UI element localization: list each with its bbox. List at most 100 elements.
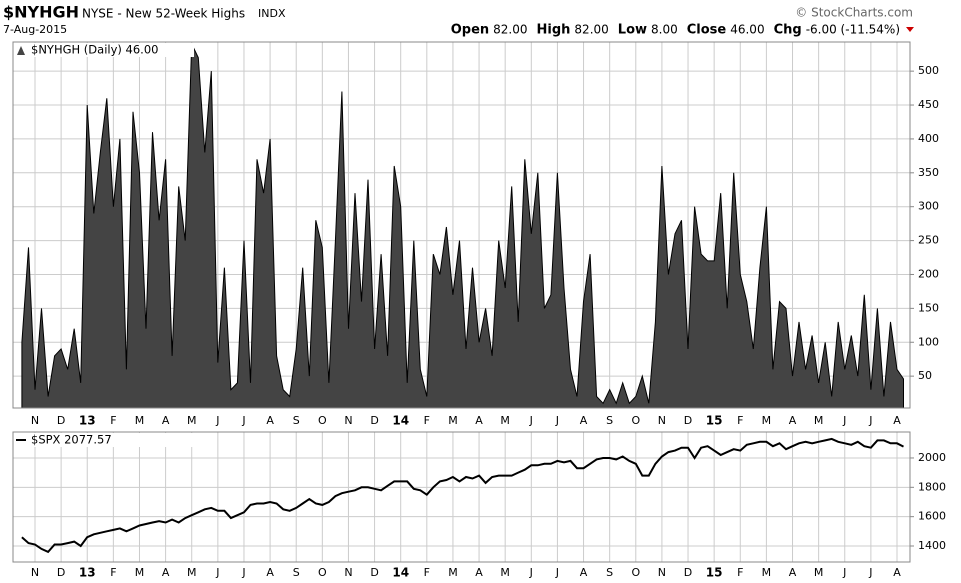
x-tick-label: M bbox=[500, 414, 510, 427]
x-tick-label: J bbox=[529, 414, 533, 427]
quote-value: -6.00 (-11.54%) bbox=[806, 23, 900, 37]
legend-swatch bbox=[17, 46, 25, 55]
x-tick-label: A bbox=[789, 566, 797, 579]
legend-entry: $NYHGH (Daily) 46.00 bbox=[31, 43, 158, 57]
y-tick-label: 1800 bbox=[918, 480, 946, 493]
x-tick-label: A bbox=[475, 414, 483, 427]
y-tick-label: 1600 bbox=[918, 510, 946, 523]
quote-value: 46.00 bbox=[730, 23, 764, 37]
quote-label: Close bbox=[687, 23, 727, 38]
area bbox=[21, 43, 904, 409]
y-tick-label: 350 bbox=[918, 166, 939, 179]
quote-value: 8.00 bbox=[651, 23, 678, 37]
y-tick-label: 200 bbox=[918, 267, 939, 280]
x-tick-label: N bbox=[658, 414, 666, 427]
date: 7-Aug-2015 bbox=[3, 23, 67, 36]
quote-value: 82.00 bbox=[493, 23, 527, 37]
x-tick-label: M bbox=[135, 566, 145, 579]
x-tick-label: M bbox=[762, 566, 772, 579]
x-tick-label: O bbox=[318, 414, 327, 427]
x-tick-label: M bbox=[762, 414, 772, 427]
x-tick-label: M bbox=[187, 566, 197, 579]
x-tick-label: S bbox=[293, 414, 300, 427]
x-tick-label: N bbox=[31, 414, 39, 427]
x-tick-label: 13 bbox=[79, 414, 96, 428]
x-tick-label: D bbox=[57, 414, 65, 427]
legend-entry: $SPX 2077.57 bbox=[31, 433, 112, 447]
x-tick-label: M bbox=[814, 566, 824, 579]
x-tick-label: A bbox=[789, 414, 797, 427]
x-tick-label: J bbox=[241, 414, 245, 427]
x-tick-label: M bbox=[448, 566, 458, 579]
y-tick-label: 1400 bbox=[918, 539, 946, 552]
x-tick-label: N bbox=[31, 566, 39, 579]
x-tick-label: D bbox=[684, 414, 692, 427]
y-tick-label: 500 bbox=[918, 64, 939, 77]
x-tick-label: D bbox=[57, 566, 65, 579]
symbol: $NYHGH bbox=[3, 3, 79, 22]
x-tick-label: A bbox=[893, 414, 901, 427]
x-tick-label: A bbox=[475, 566, 483, 579]
watermark: © StockCharts.com bbox=[795, 6, 913, 20]
x-tick-label: J bbox=[842, 414, 846, 427]
quote-label: Low bbox=[618, 23, 647, 38]
x-tick-label: J bbox=[868, 566, 872, 579]
x-tick-label: J bbox=[868, 414, 872, 427]
x-tick-label: D bbox=[370, 414, 378, 427]
x-tick-label: O bbox=[318, 566, 327, 579]
exchange: INDX bbox=[258, 7, 286, 20]
y-tick-label: 150 bbox=[918, 301, 939, 314]
y-tick-label: 400 bbox=[918, 132, 939, 145]
y-tick-label: 450 bbox=[918, 98, 939, 111]
quote-label: Chg bbox=[774, 23, 802, 38]
y-tick-label: 250 bbox=[918, 234, 939, 247]
x-tick-label: D bbox=[370, 566, 378, 579]
x-tick-label: J bbox=[555, 414, 559, 427]
x-tick-label: A bbox=[266, 414, 274, 427]
y-tick-label: 300 bbox=[918, 200, 939, 213]
x-tick-label: S bbox=[606, 414, 613, 427]
quote-value: 82.00 bbox=[574, 23, 608, 37]
quote-label: High bbox=[537, 23, 571, 38]
panel-frame bbox=[12, 431, 911, 563]
down-arrow bbox=[906, 27, 914, 32]
x-tick-label: 15 bbox=[706, 414, 723, 428]
x-tick-label: 14 bbox=[392, 566, 409, 580]
x-tick-label: M bbox=[814, 414, 824, 427]
quote: Open 82.00 High 82.00 Low 8.00 Close 46.00 Chg -6… bbox=[451, 23, 900, 38]
x-tick-label: A bbox=[580, 414, 588, 427]
x-tick-label: F bbox=[737, 566, 743, 579]
x-tick-label: F bbox=[424, 414, 430, 427]
x-tick-label: J bbox=[215, 566, 219, 579]
x-tick-label: 14 bbox=[392, 414, 409, 428]
x-tick-label: D bbox=[684, 566, 692, 579]
name: NYSE - New 52-Week Highs bbox=[82, 7, 245, 21]
x-tick-label: S bbox=[606, 566, 613, 579]
x-tick-label: M bbox=[448, 414, 458, 427]
legend-bg bbox=[14, 43, 194, 57]
x-tick-label: 13 bbox=[79, 566, 96, 580]
x-tick-label: N bbox=[658, 566, 666, 579]
x-tick-label: A bbox=[266, 566, 274, 579]
x-tick-label: O bbox=[631, 414, 640, 427]
x-tick-label: O bbox=[631, 566, 640, 579]
x-tick-label: F bbox=[110, 414, 116, 427]
x-tick-label: J bbox=[241, 566, 245, 579]
panel-frame bbox=[12, 41, 911, 409]
x-tick-label: F bbox=[737, 414, 743, 427]
x-tick-label: M bbox=[135, 414, 145, 427]
y-tick-label: 50 bbox=[918, 369, 932, 382]
x-tick-label: F bbox=[110, 566, 116, 579]
quote-label: Open bbox=[451, 23, 489, 38]
x-tick-label: A bbox=[893, 566, 901, 579]
x-tick-label: J bbox=[215, 414, 219, 427]
x-tick-label: S bbox=[293, 566, 300, 579]
x-tick-label: A bbox=[162, 566, 170, 579]
y-tick-label: 2000 bbox=[918, 451, 946, 464]
x-tick-label: J bbox=[529, 566, 533, 579]
legend-bg bbox=[14, 433, 194, 447]
x-tick-label: J bbox=[842, 566, 846, 579]
x-tick-label: J bbox=[555, 566, 559, 579]
